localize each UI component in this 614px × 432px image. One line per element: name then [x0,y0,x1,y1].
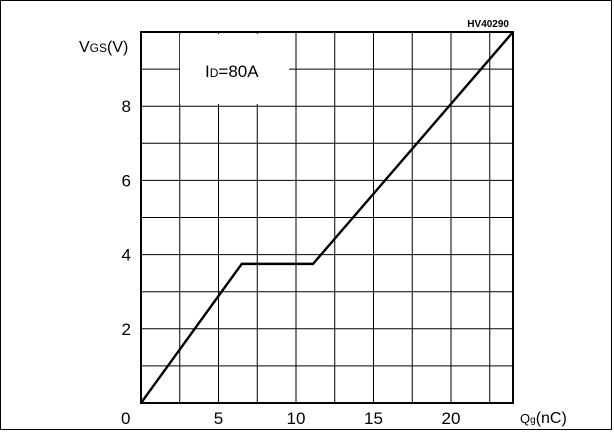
y-tick-label: 2 [122,320,131,339]
x-tick-label: 5 [214,409,223,428]
annotation-background [180,34,289,104]
x-tick-label: 15 [364,409,383,428]
y-tick-label: 8 [122,97,131,116]
x-tick-label: 10 [287,409,306,428]
x-axis-label: Qg(nC) [520,410,567,427]
x-tick-label: 20 [442,409,461,428]
origin-label: 0 [121,409,130,428]
y-tick-label: 6 [122,171,131,190]
grid [141,32,513,403]
tick-labels: 5 10 15 20 2 4 6 8 [122,97,461,428]
y-tick-label: 4 [122,246,131,265]
y-axis-label: VGS(V) [79,39,128,56]
drain-current-annotation: ID=80A [205,62,259,81]
series-line [140,31,514,404]
plot-border [140,31,514,404]
figure-code: HV40290 [467,19,509,30]
